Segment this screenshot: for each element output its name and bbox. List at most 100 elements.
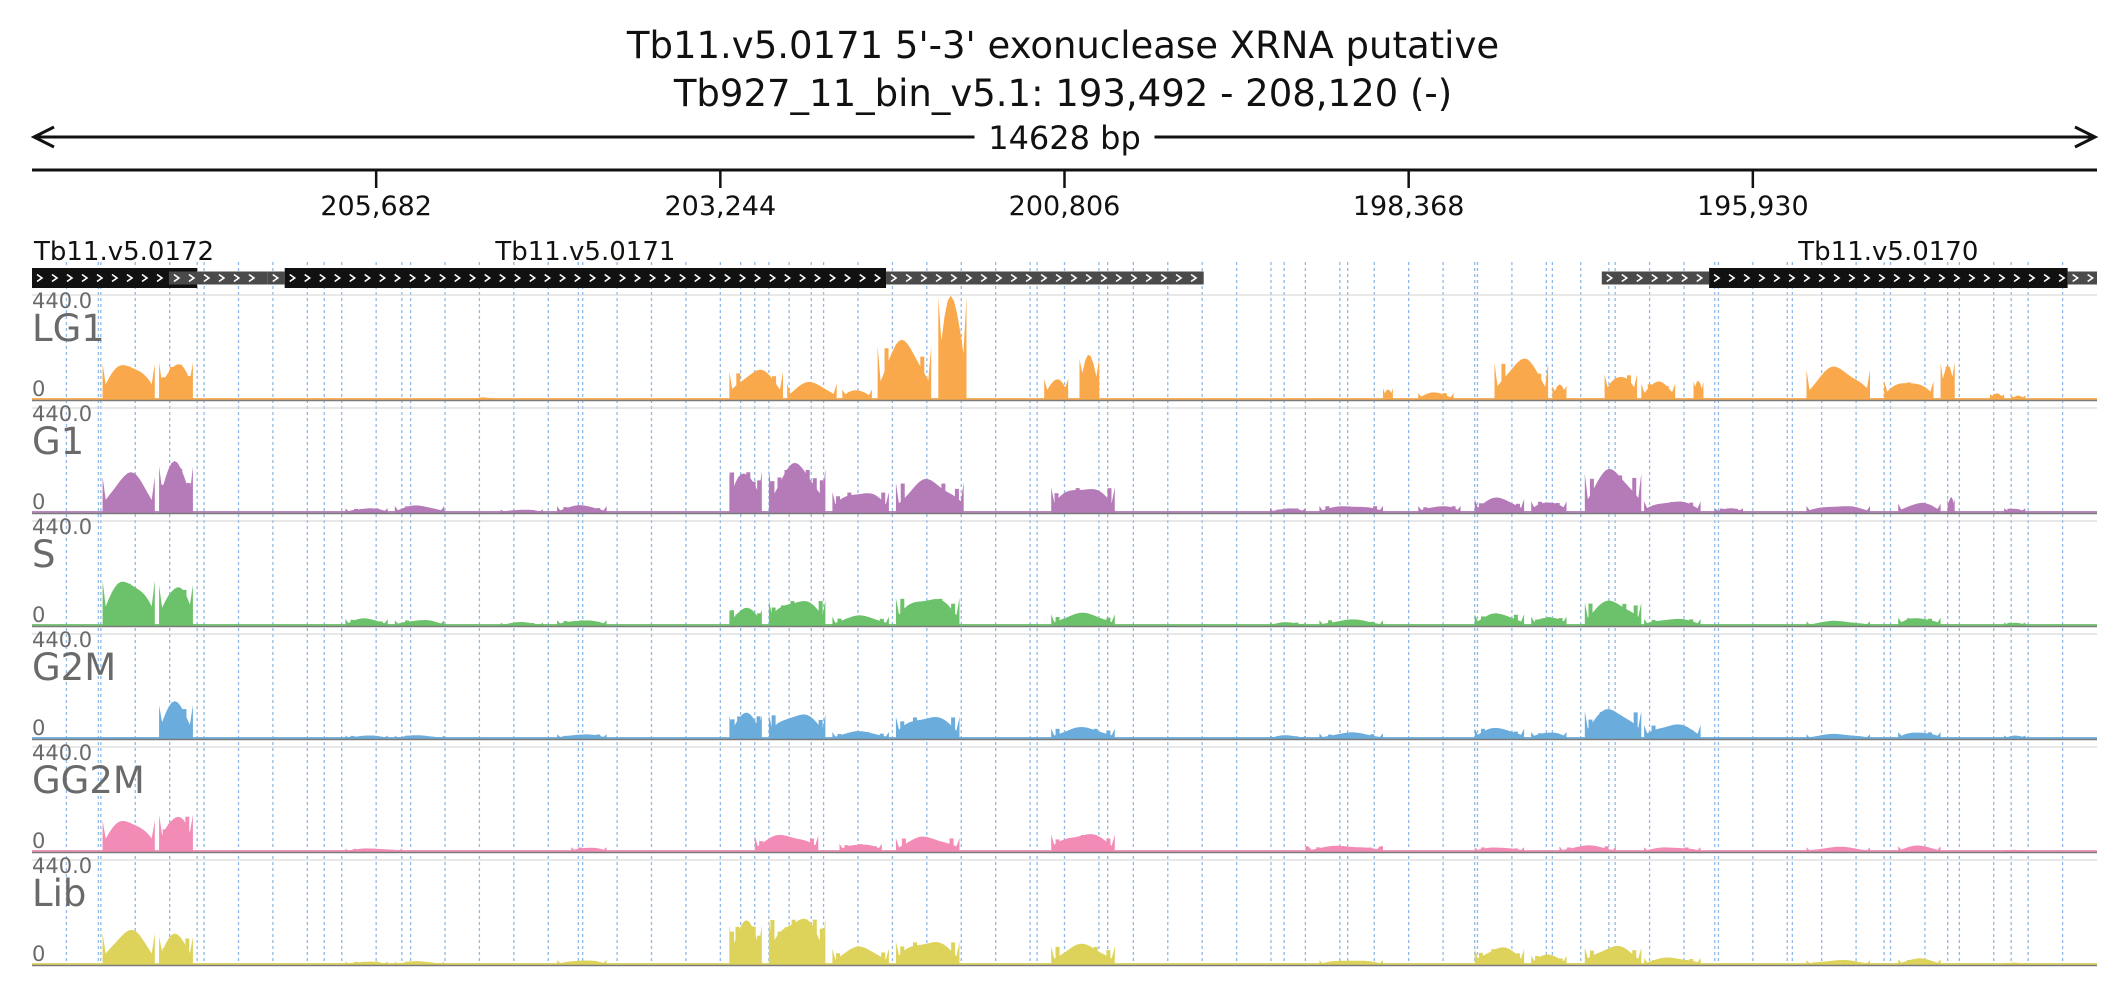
coverage-spike	[1689, 729, 1694, 739]
gene-strand-chevron	[1938, 273, 1946, 283]
coverage-spike	[847, 492, 852, 513]
coverage-spike	[1519, 369, 1524, 400]
gene-strand-chevron	[1923, 273, 1931, 283]
coverage-spike	[1566, 847, 1571, 852]
coverage-spike	[746, 610, 751, 626]
gene-strand-chevron	[1115, 273, 1123, 283]
track-ymin-label: 0	[32, 942, 45, 966]
coverage-spike	[784, 927, 789, 965]
gene-strand-chevron	[454, 273, 462, 283]
coverage-spike	[1054, 383, 1059, 400]
ruler-tick-label: 195,930	[1697, 191, 1809, 222]
coverage-spike	[186, 482, 191, 513]
coverage-spike	[1632, 950, 1637, 965]
track-ymax-label: 440.0	[32, 515, 92, 539]
gene-strand-chevron	[724, 273, 732, 283]
coverage-spike	[1906, 959, 1911, 965]
gene-strand-chevron	[394, 273, 402, 283]
coverage-spike	[162, 829, 167, 852]
coverage-spike	[1055, 839, 1060, 852]
coverage-spike	[364, 619, 369, 626]
gene-strand-chevron	[619, 273, 627, 283]
coverage-spike	[818, 719, 823, 739]
coverage-spike	[791, 479, 796, 513]
coverage-spike	[596, 621, 601, 626]
coverage-spike	[1611, 715, 1616, 739]
coverage-spike	[162, 948, 167, 965]
gene-strand-chevron	[289, 273, 297, 283]
coverage-spike	[1651, 725, 1656, 739]
coverage-spike	[858, 844, 863, 852]
gene-utr	[168, 271, 268, 285]
coverage-spike	[1651, 505, 1656, 513]
coverage-spike	[1689, 502, 1694, 513]
track-g1: 440.0G1 0	[32, 402, 2097, 515]
gene-strand-chevron	[2087, 273, 2095, 283]
gene-strand-chevron	[604, 273, 612, 283]
coverage-spike	[185, 938, 190, 965]
coverage-spike	[777, 931, 782, 965]
coverage-spike	[730, 610, 735, 626]
coverage-spike	[173, 940, 178, 965]
coverage-area	[159, 362, 193, 400]
gene-strand-chevron	[2028, 273, 2036, 283]
coverage-spike	[1535, 955, 1540, 965]
coverage-spike	[186, 375, 191, 400]
coverage-spike	[1696, 383, 1701, 400]
coverage-spike	[1927, 732, 1932, 739]
coverage-spike	[1080, 835, 1085, 852]
coverage-spike	[920, 356, 925, 400]
gene-strand-chevron	[1636, 273, 1644, 283]
coverage-spike	[1478, 952, 1483, 965]
coverage-spike	[798, 930, 803, 965]
ruler-tick-label: 200,806	[1009, 191, 1121, 222]
coverage-spike	[900, 946, 905, 965]
coverage-spike	[1068, 730, 1073, 739]
coverage-spike	[1558, 958, 1563, 965]
coverage-spike	[933, 840, 938, 852]
coverage-spike	[938, 722, 943, 739]
gene-utr	[2067, 271, 2097, 285]
gene-strand-chevron	[2043, 273, 2051, 283]
track-ymax-label: 440.0	[32, 628, 92, 652]
coverage-spike	[1515, 503, 1520, 513]
gene-strand-chevron	[424, 273, 432, 283]
coverage-spike	[751, 613, 756, 626]
gene-strand-chevron	[81, 273, 89, 283]
coverage-spike	[809, 838, 814, 852]
coverage-spike	[596, 508, 601, 513]
gene-strand-chevron	[905, 273, 913, 283]
coverage-spike	[1442, 393, 1447, 400]
coverage-spike	[869, 952, 874, 965]
coverage-baseline	[32, 511, 2097, 513]
coverage-spike	[735, 926, 740, 965]
track-ymin-label: 0	[32, 490, 45, 514]
coverage-spike	[751, 926, 756, 965]
coverage-spike	[855, 391, 860, 400]
coverage-spike	[772, 376, 777, 400]
gene-strand-chevron	[484, 273, 492, 283]
coverage-spike	[1684, 847, 1689, 852]
gene-strand-chevron	[469, 273, 477, 283]
gene-strand-chevron	[203, 273, 211, 283]
coverage-spike	[1370, 621, 1375, 626]
coverage-spike	[1065, 493, 1070, 513]
gene-strand-chevron	[965, 273, 973, 283]
coverage-spike	[1610, 382, 1615, 400]
coverage-spike	[178, 468, 183, 513]
coverage-spike	[2007, 508, 2012, 513]
chart-subtitle: Tb927_11_bin_v5.1: 193,492 - 208,120 (-)	[673, 72, 1453, 115]
coverage-spike	[1558, 618, 1563, 626]
gene-strand-chevron	[1621, 273, 1629, 283]
gene-strand-chevron	[334, 273, 342, 283]
coverage-spike	[1555, 734, 1560, 739]
coverage-baseline	[32, 850, 2097, 852]
gene-label: Tb11.v5.0172	[33, 237, 214, 267]
gene-strand-chevron	[844, 273, 852, 283]
coverage-spike	[1538, 733, 1543, 739]
track-ymax-label: 440.0	[32, 741, 92, 765]
gene-strand-chevron	[379, 273, 387, 283]
coverage-spike	[1055, 728, 1060, 739]
coverage-area	[1474, 947, 1525, 965]
